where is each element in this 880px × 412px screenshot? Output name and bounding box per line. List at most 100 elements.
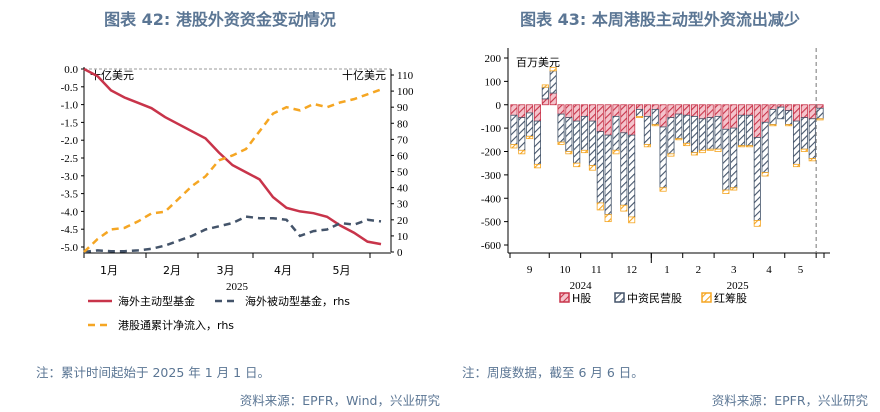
bar-redchip [714, 148, 722, 152]
month-label: 11 [591, 264, 602, 276]
left-y-tick-label: -1.0 [61, 100, 79, 112]
bar-private [738, 114, 746, 147]
bar-private [533, 120, 541, 165]
right-y-tick-label: 0 [397, 247, 403, 259]
left-y-tick-label: -1.5 [61, 117, 79, 129]
year-label: 2024 [570, 280, 593, 292]
bar-redchip [573, 162, 581, 168]
right-y-tick-label: 50 [397, 167, 409, 179]
bar-h [620, 104, 628, 134]
bar-h [651, 104, 659, 110]
bar-redchip [659, 187, 667, 192]
x-tick-label: 2月 [163, 264, 181, 277]
bar-redchip [816, 118, 824, 121]
bar-redchip [808, 158, 816, 162]
bar-h [643, 104, 651, 117]
x-tick-label: 1月 [100, 264, 118, 277]
bar-redchip [581, 149, 589, 154]
x-tick-label: 4月 [274, 264, 292, 277]
x-tick-label: 3月 [217, 264, 235, 277]
unit-label: 百万美元 [516, 56, 560, 69]
bar-h [659, 104, 667, 128]
bar-h [526, 104, 534, 114]
month-label: 10 [559, 264, 571, 276]
bar-h [800, 104, 808, 119]
left-y-tick-label: -3.0 [61, 171, 79, 183]
y-tick-label: -500 [481, 217, 502, 229]
bar-h [549, 92, 557, 106]
bar-redchip [730, 187, 738, 191]
bar-redchip [675, 138, 683, 141]
bar-private [628, 134, 636, 218]
legend-label: 港股通累计净流入，rhs [118, 318, 234, 332]
bar-redchip [667, 153, 675, 157]
left-note: 注：累计时间起始于 2025 年 1 月 1 日。 [36, 365, 271, 380]
bar-private [816, 107, 824, 120]
bar-private [518, 117, 526, 151]
bar-h [785, 104, 793, 111]
right-note: 注：周度数据，截至 6 月 6 日。 [462, 365, 644, 380]
bar-redchip [533, 163, 541, 169]
year-label: 2025 [226, 281, 249, 293]
bar-redchip [604, 214, 612, 223]
right-y-tick-label: 30 [397, 199, 409, 211]
month-label: 1 [664, 264, 670, 276]
bar-h [706, 104, 714, 119]
bar-private [745, 114, 753, 147]
bar-private [604, 134, 612, 216]
bar-h [745, 104, 753, 116]
month-label: 12 [626, 264, 637, 276]
left-source: 资料来源：EPFR，Wind，兴业研究 [239, 393, 440, 408]
bar-private [612, 116, 620, 151]
left-y-tick-label: -4.5 [61, 224, 79, 236]
bar-private [565, 117, 573, 152]
bar-redchip [518, 149, 526, 155]
bar-h [533, 104, 541, 122]
bar-h [588, 104, 596, 122]
right-y-tick-label: 70 [397, 134, 409, 146]
month-label: 9 [527, 264, 533, 276]
left-y-tick-label: -2.5 [61, 153, 79, 165]
y-tick-label: 0 [496, 100, 502, 112]
right-y-tick-label: 100 [397, 86, 414, 98]
bar-redchip [541, 84, 549, 88]
right-y-tick-label: 80 [397, 118, 409, 130]
bar-private [792, 120, 801, 165]
bar-h [792, 104, 801, 122]
bar-h [690, 104, 699, 117]
bar-redchip [596, 202, 604, 211]
bar-private [808, 118, 816, 159]
right-y-tick-label: 110 [397, 70, 414, 82]
bar-private [777, 106, 785, 120]
right-y-tick-label: 60 [397, 150, 409, 162]
bar-private [541, 86, 549, 100]
bar-redchip [792, 163, 801, 168]
bar-redchip [557, 141, 565, 145]
bar-redchip [800, 148, 808, 152]
bar-private [675, 113, 683, 140]
bar-redchip [635, 116, 644, 119]
bar-h [557, 104, 565, 115]
left-y-tick-label: -3.5 [61, 189, 79, 201]
bar-redchip [628, 216, 636, 224]
bar-private [643, 116, 651, 145]
bar-private [722, 128, 730, 191]
legend-swatch [559, 292, 570, 303]
legend-label: 海外主动型基金 [118, 294, 195, 308]
month-label: 4 [766, 264, 772, 276]
bar-private [785, 110, 793, 126]
right-chart-title: 图表 43: 本周港股主动型外资流出减少 [520, 10, 800, 29]
bar-private [690, 116, 699, 154]
bar-h [628, 104, 636, 136]
bar-private [596, 131, 604, 204]
bar-private [635, 109, 644, 117]
bar-private [557, 113, 565, 143]
bar-h [808, 104, 816, 120]
y-tick-label: -300 [481, 170, 502, 182]
left-y-tick-label: -2.0 [61, 135, 79, 147]
bar-h [612, 104, 620, 117]
bar-redchip [738, 145, 746, 148]
bar-private [510, 114, 518, 145]
series-line-1 [83, 215, 382, 254]
bar-redchip [510, 144, 518, 149]
